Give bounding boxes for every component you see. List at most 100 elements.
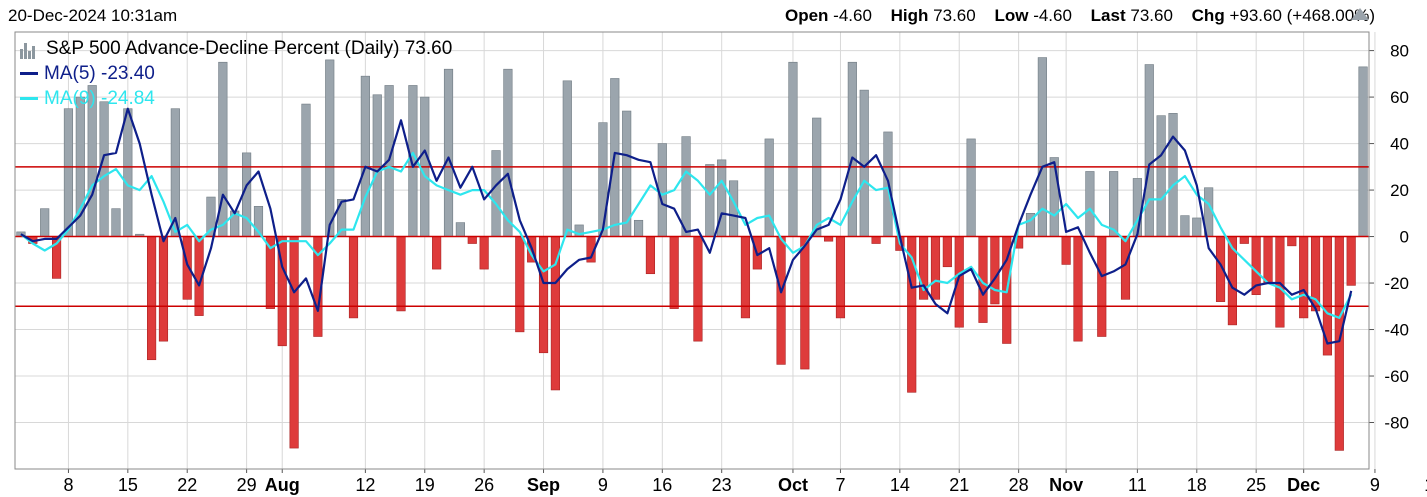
- legend-main: S&P 500 Advance-Decline Percent (Daily) …: [20, 36, 452, 61]
- decline-bar: [1287, 236, 1297, 247]
- ma9-line-icon: [20, 97, 38, 100]
- advance-bar: [1156, 115, 1166, 237]
- advance-bar: [633, 219, 644, 237]
- x-tick-label: 28: [1009, 475, 1029, 495]
- advance-bar: [99, 101, 109, 237]
- advance-bar: [503, 68, 513, 237]
- x-tick-label: 8: [63, 475, 73, 495]
- chg-label: Chg: [1191, 6, 1225, 25]
- advance-bar: [301, 103, 311, 237]
- last-value: 73.60: [1130, 6, 1173, 25]
- x-tick-label: 16: [1424, 475, 1427, 495]
- advance-bar: [1168, 113, 1178, 237]
- bar-series-icon: [20, 39, 40, 59]
- x-tick-label: Dec: [1287, 475, 1320, 495]
- x-tick-label: Aug: [265, 475, 300, 495]
- decline-bar: [942, 236, 952, 268]
- decline-bar: [147, 236, 157, 361]
- chart-header: 20-Dec-2024 10:31am Open -4.60 High 73.6…: [0, 0, 1427, 30]
- open-label: Open: [784, 6, 829, 25]
- x-tick-label: Nov: [1049, 475, 1083, 495]
- ma5-line: [20, 107, 1353, 345]
- advance-bar: [812, 117, 822, 237]
- decline-bar: [776, 236, 786, 365]
- advance-bar: [598, 122, 608, 237]
- chg-value: +93.60 (+468.00%): [1229, 6, 1375, 25]
- y-tick-label: 20: [1390, 181, 1409, 200]
- x-tick-label: 9: [598, 475, 608, 495]
- advance-bar: [966, 138, 976, 237]
- decline-bar: [1263, 236, 1273, 284]
- advance-bar: [1109, 171, 1119, 237]
- last-label: Last: [1090, 6, 1126, 25]
- legend-ma5: MA(5) -23.40: [20, 61, 452, 86]
- high-label: High: [890, 6, 929, 25]
- decline-bar: [1120, 236, 1131, 300]
- low-label: Low: [994, 6, 1029, 25]
- x-tick-label: 22: [177, 475, 197, 495]
- advance-bar: [1085, 171, 1095, 237]
- advance-bar: [123, 108, 133, 237]
- y-tick-label: -60: [1384, 367, 1409, 386]
- decline-bar: [515, 236, 525, 333]
- y-tick-label: -80: [1384, 414, 1409, 433]
- collapse-arrow-icon[interactable]: [1351, 8, 1369, 20]
- decline-bar: [289, 236, 299, 449]
- ma5-line-icon: [20, 72, 38, 75]
- x-tick-label: Oct: [778, 475, 808, 495]
- advance-bar: [491, 150, 501, 237]
- y-tick-label: 60: [1390, 88, 1409, 107]
- x-tick-label: 16: [652, 475, 672, 495]
- advance-bar: [562, 80, 572, 237]
- legend-ma9: MA(9) -24.84: [20, 86, 452, 111]
- legend-ma9-text: MA(9) -24.84: [44, 88, 155, 109]
- decline-bar: [645, 236, 656, 275]
- legend-ma5-text: MA(5) -23.40: [44, 63, 155, 84]
- advance-bar: [788, 61, 798, 237]
- advance-bar: [681, 136, 691, 237]
- advance-bar: [847, 61, 857, 237]
- decline-bar: [1346, 236, 1356, 286]
- x-tick-label: 23: [712, 475, 732, 495]
- y-tick-label: 40: [1390, 135, 1409, 154]
- advance-bar: [1144, 64, 1154, 237]
- decline-bar: [800, 236, 810, 370]
- x-tick-label: 9: [1370, 475, 1380, 495]
- decline-bar: [432, 236, 442, 270]
- advance-bar: [372, 94, 382, 237]
- advance-bar: [1180, 215, 1190, 237]
- x-tick-label: 26: [474, 475, 494, 495]
- decline-bar: [669, 236, 679, 309]
- decline-bar: [990, 236, 1000, 305]
- decline-bar: [871, 236, 881, 244]
- decline-bar: [538, 236, 549, 354]
- ma9-line: [20, 151, 1353, 319]
- low-value: -4.60: [1033, 6, 1072, 25]
- decline-bar: [479, 236, 489, 270]
- x-tick-label: 21: [949, 475, 969, 495]
- x-tick-label: 25: [1246, 475, 1266, 495]
- x-tick-label: 29: [237, 475, 257, 495]
- y-tick-label: 0: [1400, 228, 1409, 247]
- decline-bar: [158, 236, 169, 342]
- x-tick-label: Sep: [527, 475, 560, 495]
- x-tick-label: 18: [1187, 475, 1207, 495]
- decline-bar: [396, 236, 406, 312]
- legend-main-text: S&P 500 Advance-Decline Percent (Daily) …: [46, 38, 453, 59]
- plot-area: [14, 31, 1370, 470]
- advance-bar: [705, 164, 715, 237]
- decline-bar: [930, 236, 941, 300]
- advance-bar: [63, 108, 74, 237]
- open-value: -4.60: [833, 6, 872, 25]
- decline-bar: [1334, 236, 1344, 451]
- decline-bar: [1275, 236, 1285, 328]
- advance-bar: [40, 208, 50, 237]
- decline-bar: [1239, 236, 1249, 244]
- x-tick-label: 14: [890, 475, 910, 495]
- decline-bar: [550, 236, 560, 391]
- y-tick-label: -20: [1384, 274, 1409, 293]
- plot-border: [14, 31, 1370, 470]
- advance-bar: [111, 208, 121, 237]
- x-tick-label: 7: [835, 475, 845, 495]
